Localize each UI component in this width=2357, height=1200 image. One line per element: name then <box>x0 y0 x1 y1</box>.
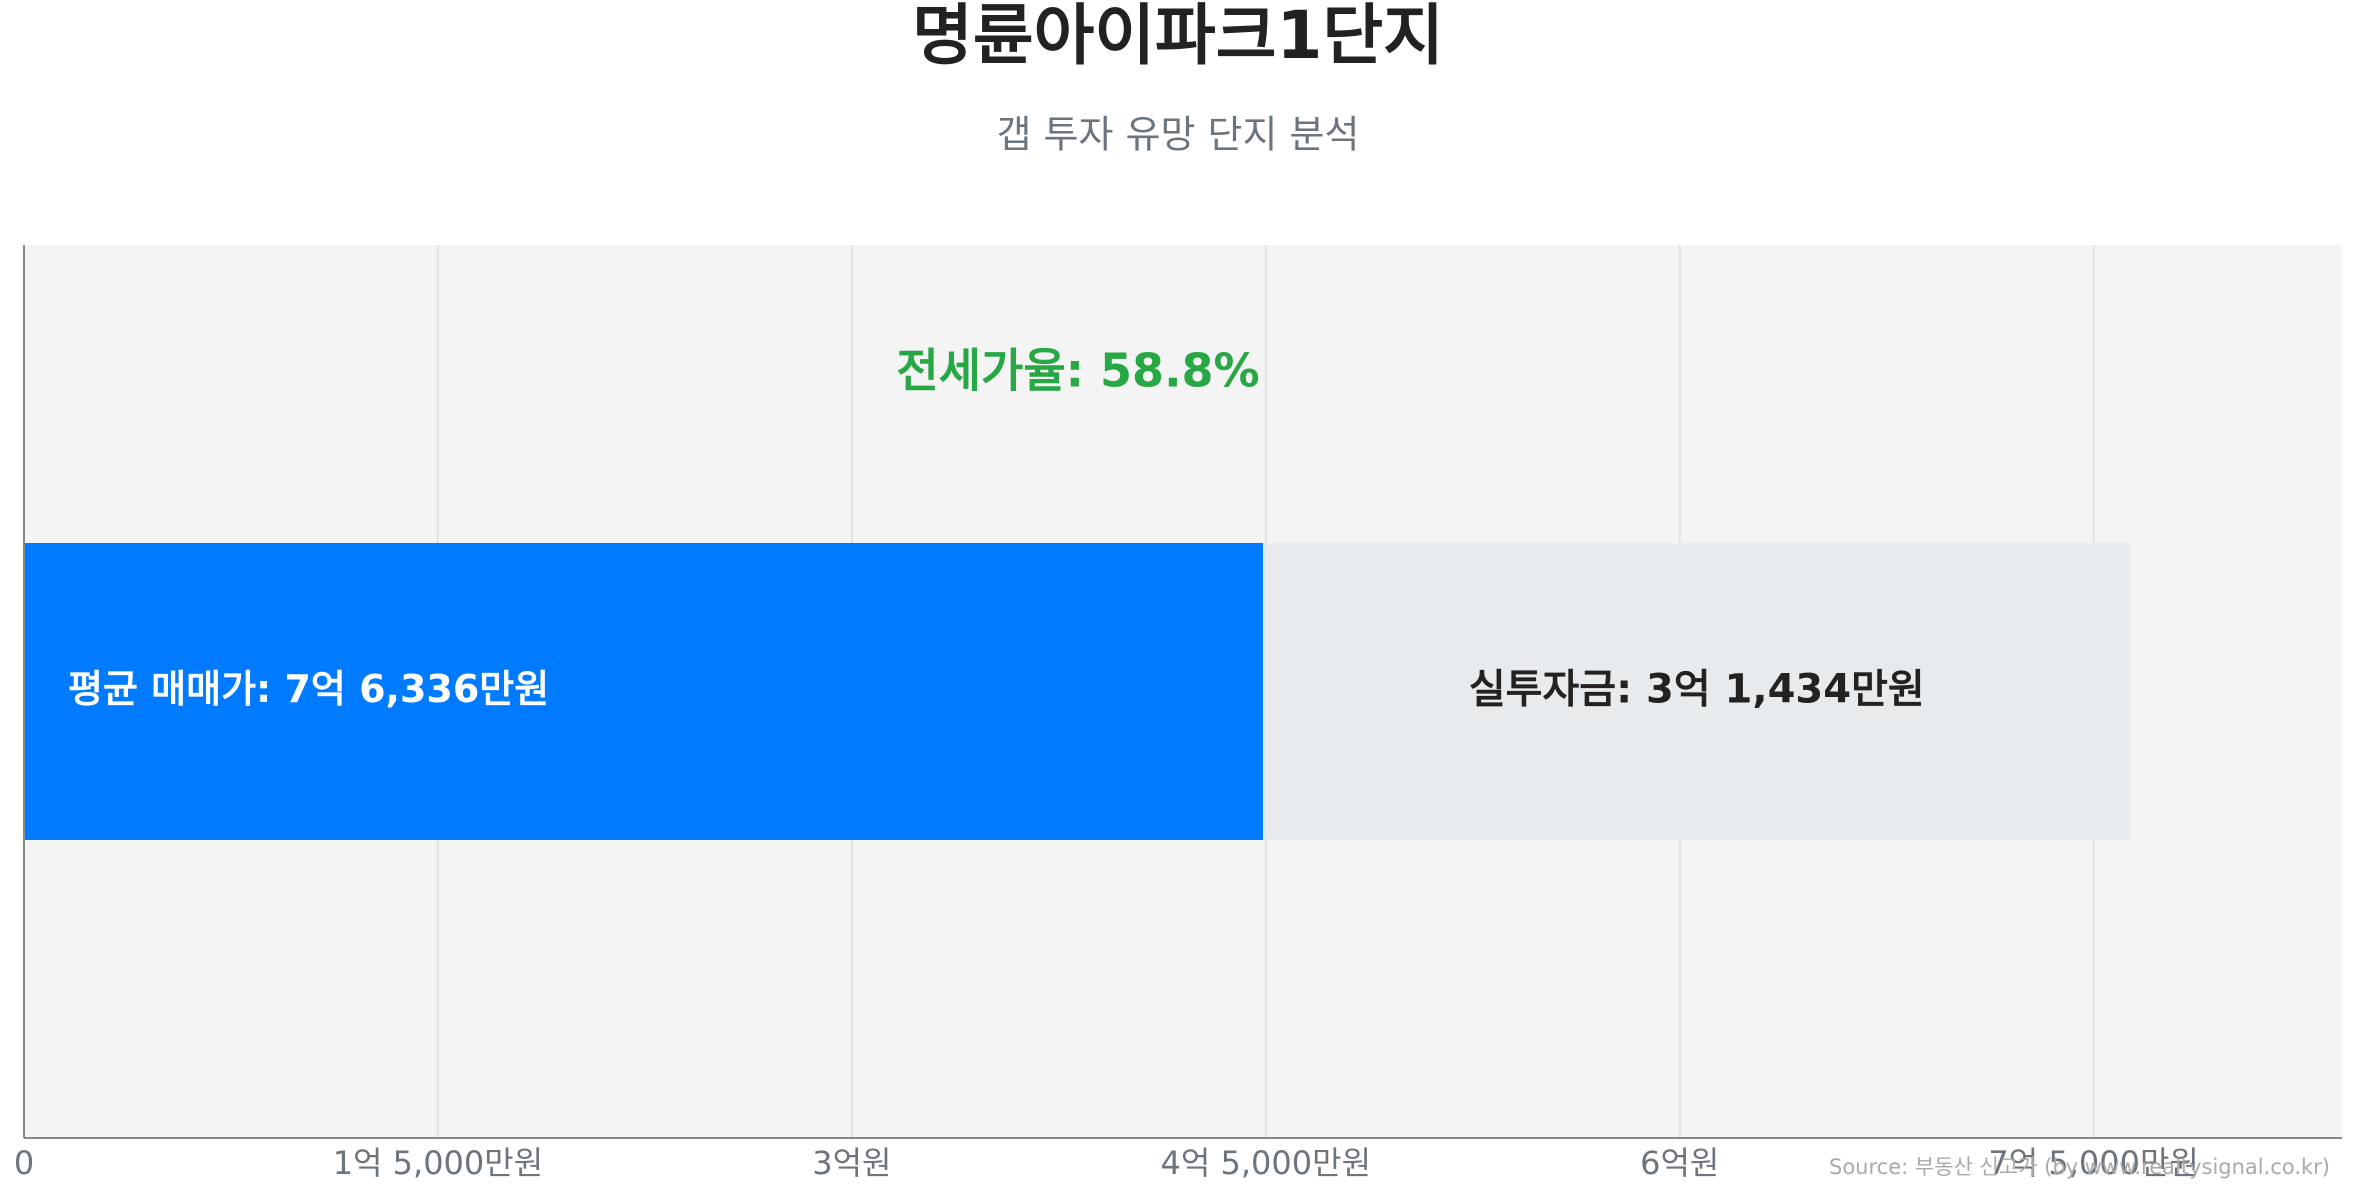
bar-segment <box>1263 543 2131 840</box>
bar-label: 실투자금: 3억 1,434만원 <box>1469 667 1925 713</box>
x-tick-label: 6억원 <box>1640 1144 1719 1182</box>
sale-price-label: 평균 매매가: 7억 6,336만원 <box>68 667 549 711</box>
chart-title: 명륜아이파크1단지 <box>912 0 1444 74</box>
bars: 실투자금: 3억 1,434만원 평균 매매가: 7억 6,336만원 <box>24 543 2131 840</box>
x-tick-label: 4억 5,000만원 <box>1161 1144 1371 1182</box>
chart-subtitle: 갭 투자 유망 단지 분석 <box>997 113 1360 157</box>
x-tick-label: 7억 5,000만원 <box>1988 1144 2198 1182</box>
x-tick-label: 3억원 <box>812 1144 891 1182</box>
x-tick-label: 1억 5,000만원 <box>333 1144 543 1182</box>
annotation: 전세가율: 58.8% <box>896 344 1259 398</box>
bar-segment <box>24 543 1264 840</box>
source: Source: 부동산 신고가 (by www.realtysignal.co.… <box>1829 1155 2330 1179</box>
x-tick-label: 0 <box>14 1144 34 1182</box>
x-ticks: 0 1억 5,000만원 3억원 4억 5,000만원 6억원 7억 5,000만원 <box>14 1144 2199 1182</box>
